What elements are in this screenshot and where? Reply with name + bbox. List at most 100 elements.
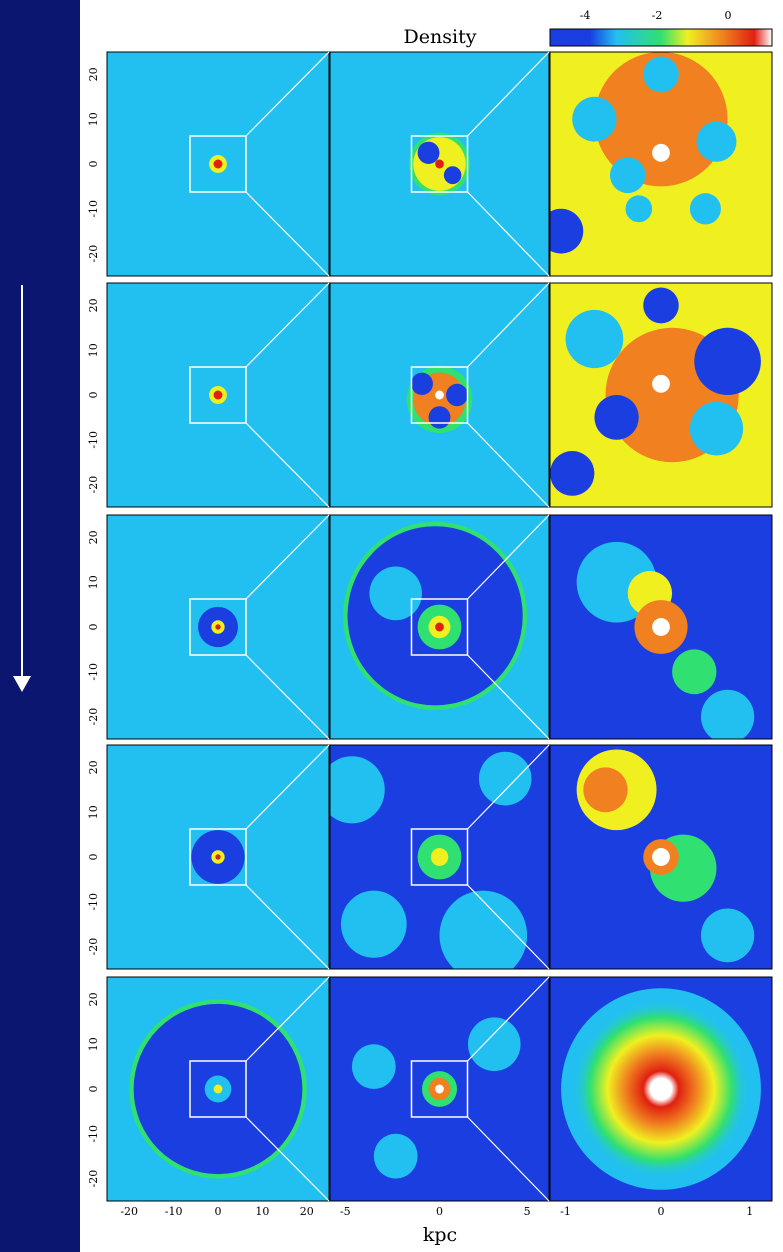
density-blob xyxy=(672,649,716,694)
density-blob xyxy=(429,406,451,428)
y-tick-label: -10 xyxy=(87,200,100,218)
density-blob xyxy=(215,854,220,859)
y-tick-label: 0 xyxy=(87,854,100,861)
density-blob xyxy=(610,157,646,193)
y-tick-label: 0 xyxy=(87,392,100,399)
density-blob xyxy=(369,567,422,621)
panel xyxy=(107,515,329,739)
y-tick-label: 0 xyxy=(87,624,100,631)
title: Density xyxy=(404,26,477,48)
density-blob xyxy=(566,310,624,368)
y-tick-label: -10 xyxy=(87,663,100,681)
y-tick-label: -20 xyxy=(87,1170,100,1188)
figure: Density -4 -2 0 kpc 20100-10-2020100-10-… xyxy=(0,0,783,1252)
x-tick-label: 0 xyxy=(436,1205,443,1218)
density-map xyxy=(550,283,772,507)
density-blob xyxy=(435,1085,444,1094)
density-blob xyxy=(411,373,433,395)
density-map xyxy=(539,52,772,276)
x-axis-label: kpc xyxy=(423,1224,457,1246)
colorbar-tick: -2 xyxy=(652,9,663,22)
panel xyxy=(107,283,329,507)
density-blob xyxy=(697,121,737,161)
density-blob xyxy=(468,1017,521,1071)
density-blob xyxy=(643,56,679,92)
x-tick-label: 5 xyxy=(524,1205,531,1218)
x-tick-label: 10 xyxy=(255,1205,269,1218)
density-blob xyxy=(444,166,462,184)
arrow-head xyxy=(13,676,31,692)
density-blob xyxy=(594,395,638,440)
panel xyxy=(550,283,772,507)
density-blob xyxy=(479,752,532,806)
colorbar-tick: -4 xyxy=(580,9,591,22)
density-blob xyxy=(341,891,407,958)
density-blob xyxy=(352,1044,396,1089)
panel xyxy=(330,52,549,276)
y-tick-label: 20 xyxy=(87,67,100,81)
panel xyxy=(107,745,329,969)
y-tick-label: 0 xyxy=(87,161,100,168)
density-blob xyxy=(215,624,220,629)
x-tick-label: -5 xyxy=(340,1205,351,1218)
y-tick-label: 0 xyxy=(87,1086,100,1093)
density-blob xyxy=(418,142,440,164)
density-blob xyxy=(374,1134,418,1179)
panel xyxy=(330,515,549,739)
density-blob xyxy=(652,618,670,636)
panel xyxy=(550,977,772,1201)
x-tick-label: -1 xyxy=(560,1205,571,1218)
density-blob xyxy=(572,97,616,142)
x-tick-label: 0 xyxy=(658,1205,665,1218)
density-blob xyxy=(214,160,223,169)
panel xyxy=(107,977,329,1201)
y-tick-label: -10 xyxy=(87,893,100,911)
y-tick-label: 20 xyxy=(87,530,100,544)
y-tick-label: 20 xyxy=(87,298,100,312)
density-blob xyxy=(701,909,754,963)
density-blob xyxy=(625,195,652,222)
colorbar-tick: 0 xyxy=(725,9,732,22)
y-tick-label: 10 xyxy=(87,575,100,589)
density-blob xyxy=(690,193,721,224)
panel xyxy=(550,515,772,743)
density-blob xyxy=(690,402,743,456)
density-blob xyxy=(572,999,750,1178)
x-tick-label: -20 xyxy=(120,1205,138,1218)
page: {"title": "Density", "colorbar": {"ticks… xyxy=(0,0,783,1252)
density-blob xyxy=(214,391,223,400)
panel xyxy=(319,745,549,980)
panel xyxy=(330,283,549,507)
y-tick-label: -20 xyxy=(87,708,100,726)
density-map xyxy=(550,977,772,1201)
y-tick-label: -20 xyxy=(87,476,100,494)
x-tick-label: -10 xyxy=(165,1205,183,1218)
density-blob xyxy=(446,384,468,406)
density-blob xyxy=(652,375,670,393)
y-tick-label: -20 xyxy=(87,245,100,263)
density-blob xyxy=(550,451,594,496)
y-tick-label: 10 xyxy=(87,1037,100,1051)
panel xyxy=(539,52,772,276)
panel xyxy=(550,745,772,969)
y-tick-label: -10 xyxy=(87,1125,100,1143)
colorbar xyxy=(550,29,772,46)
y-tick-label: 20 xyxy=(87,760,100,774)
density-blob xyxy=(643,287,679,323)
panel xyxy=(107,52,329,276)
density-blob xyxy=(652,848,670,866)
x-tick-label: 1 xyxy=(746,1205,753,1218)
density-blob xyxy=(435,623,444,632)
density-blob xyxy=(214,1085,223,1094)
density-blob xyxy=(435,391,444,400)
y-tick-label: -20 xyxy=(87,938,100,956)
density-blob xyxy=(652,144,670,162)
density-blob xyxy=(440,891,528,981)
density-blob xyxy=(701,690,754,744)
y-tick-label: 10 xyxy=(87,112,100,126)
density-blob xyxy=(431,848,449,866)
y-tick-label: 20 xyxy=(87,992,100,1006)
x-tick-label: 20 xyxy=(300,1205,314,1218)
x-tick-label: 0 xyxy=(215,1205,222,1218)
density-map xyxy=(550,515,772,743)
